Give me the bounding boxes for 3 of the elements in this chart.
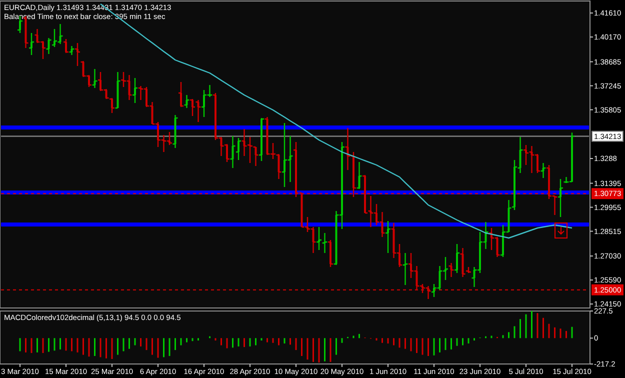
candlestick bbox=[300, 192, 303, 228]
candlestick bbox=[105, 88, 108, 100]
candlestick bbox=[82, 60, 84, 78]
